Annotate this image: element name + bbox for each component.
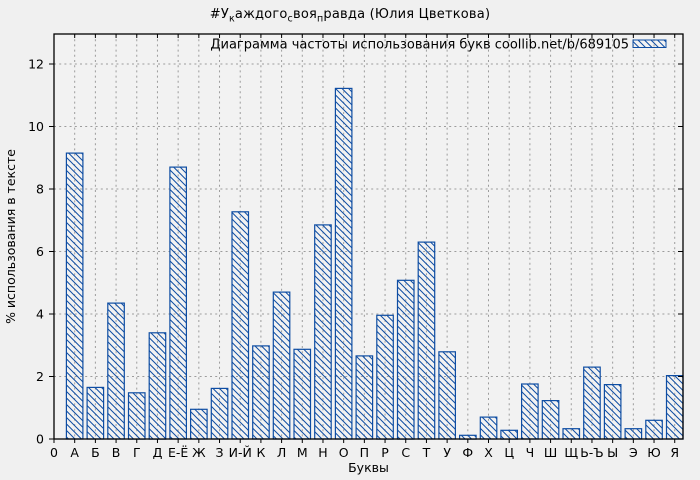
bar-Щ [562,428,581,440]
x-tick-Ф: Ф [462,445,473,460]
bar-Ь-Ъ [583,366,601,440]
title-subscript: к [228,13,235,25]
bar-Ы [603,384,622,440]
x-tick-Ц: Ц [504,445,514,460]
bar-Н [314,224,332,440]
x-tick-Я: Я [670,445,679,460]
x-tick-А: А [70,445,79,460]
bar-Д [148,332,167,440]
bar-Ю [645,419,663,440]
x-tick-Е-Ё: Е-Ё [168,445,188,460]
x-tick-Л: Л [277,445,286,460]
x-tick-Р: Р [381,445,389,460]
y-tick-0: 0 [36,432,44,447]
bar-Э [624,428,643,440]
bar-Б [86,386,105,440]
bar-А [65,152,84,440]
x-tick-З: З [216,445,224,460]
title-subscript: п [317,13,324,25]
title-subscript: с [287,13,293,25]
y-axis-label: % использования в тексте [3,149,18,324]
bar-С [396,279,415,440]
bar-Г [127,392,146,440]
x-tick-Д: Д [153,445,163,460]
bar-М [293,348,312,440]
y-tick-labels: 0 2 4 6 8 10 12 [28,57,44,447]
x-tick-Ю: Ю [647,445,661,460]
x-tick-Б: Б [91,445,100,460]
bar-К [252,345,270,440]
x-tick-Н: Н [318,445,327,460]
bar-П [355,355,374,440]
y-tick-10: 10 [28,119,44,134]
x-tick-И-Й: И-Й [229,445,252,460]
x-tick-Ь-Ъ: Ь-Ъ [580,445,604,460]
bar-З [210,387,229,440]
x-tick-Щ: Щ [564,445,578,460]
bar-О [334,87,353,440]
bars [65,87,684,440]
plot-border [53,33,684,440]
bar-Ч [520,383,539,440]
x-tick-К: К [256,445,265,460]
x-tick-Ж: Ж [192,445,206,460]
x-tick-labels: 0 А Б В Г Д Е-Ё Ж З И-Й К Л М Н О П Р С Т У Ф Х Ц Ч Ш Щ Ь-Ъ Ы Э Ю Я [50,445,679,460]
legend-key-swatch [632,39,667,48]
y-tick-2: 2 [36,369,44,384]
bar-В [107,302,125,440]
bar-Л [272,291,291,440]
x-tick-М: М [297,445,308,460]
bar-Р [376,314,394,440]
axis-ticks [49,34,683,443]
x-tick-Ш: Ш [544,445,557,460]
x-tick-Э: Э [629,445,638,460]
bar-Ш [541,400,560,440]
y-tick-8: 8 [36,182,44,197]
bar-У [438,351,456,440]
x-axis-label: Буквы [348,460,389,475]
y-tick-12: 12 [28,57,44,72]
bar-Ц [500,429,518,440]
x-tick-Г: Г [133,445,141,460]
bar-Я [665,375,684,440]
y-tick-4: 4 [36,307,44,322]
x-tick-Т: Т [422,445,431,460]
x-tick-В: В [112,445,121,460]
x-tick-С: С [401,445,410,460]
bar-Х [479,416,498,440]
legend: Диаграмма частоты использования букв coo… [210,38,667,53]
y-tick-6: 6 [36,244,44,259]
bar-Т [417,241,436,440]
bar-Ж [190,408,208,440]
x-tick-Ы: Ы [607,445,618,460]
x-tick-Ч: Ч [526,445,535,460]
x-tick-Х: Х [484,445,493,460]
x-tick-У: У [443,445,451,460]
bar-Е-Ё [169,166,187,440]
x-tick-О: О [339,445,349,460]
x-tick-П: П [360,445,369,460]
legend-label: Диаграмма частоты использования букв coo… [210,38,629,53]
x-tick-origin: 0 [50,445,58,460]
bar-И-Й [231,211,250,440]
chart-title: #Укаждогосвояправда (Юлия Цветкова) [209,7,491,25]
